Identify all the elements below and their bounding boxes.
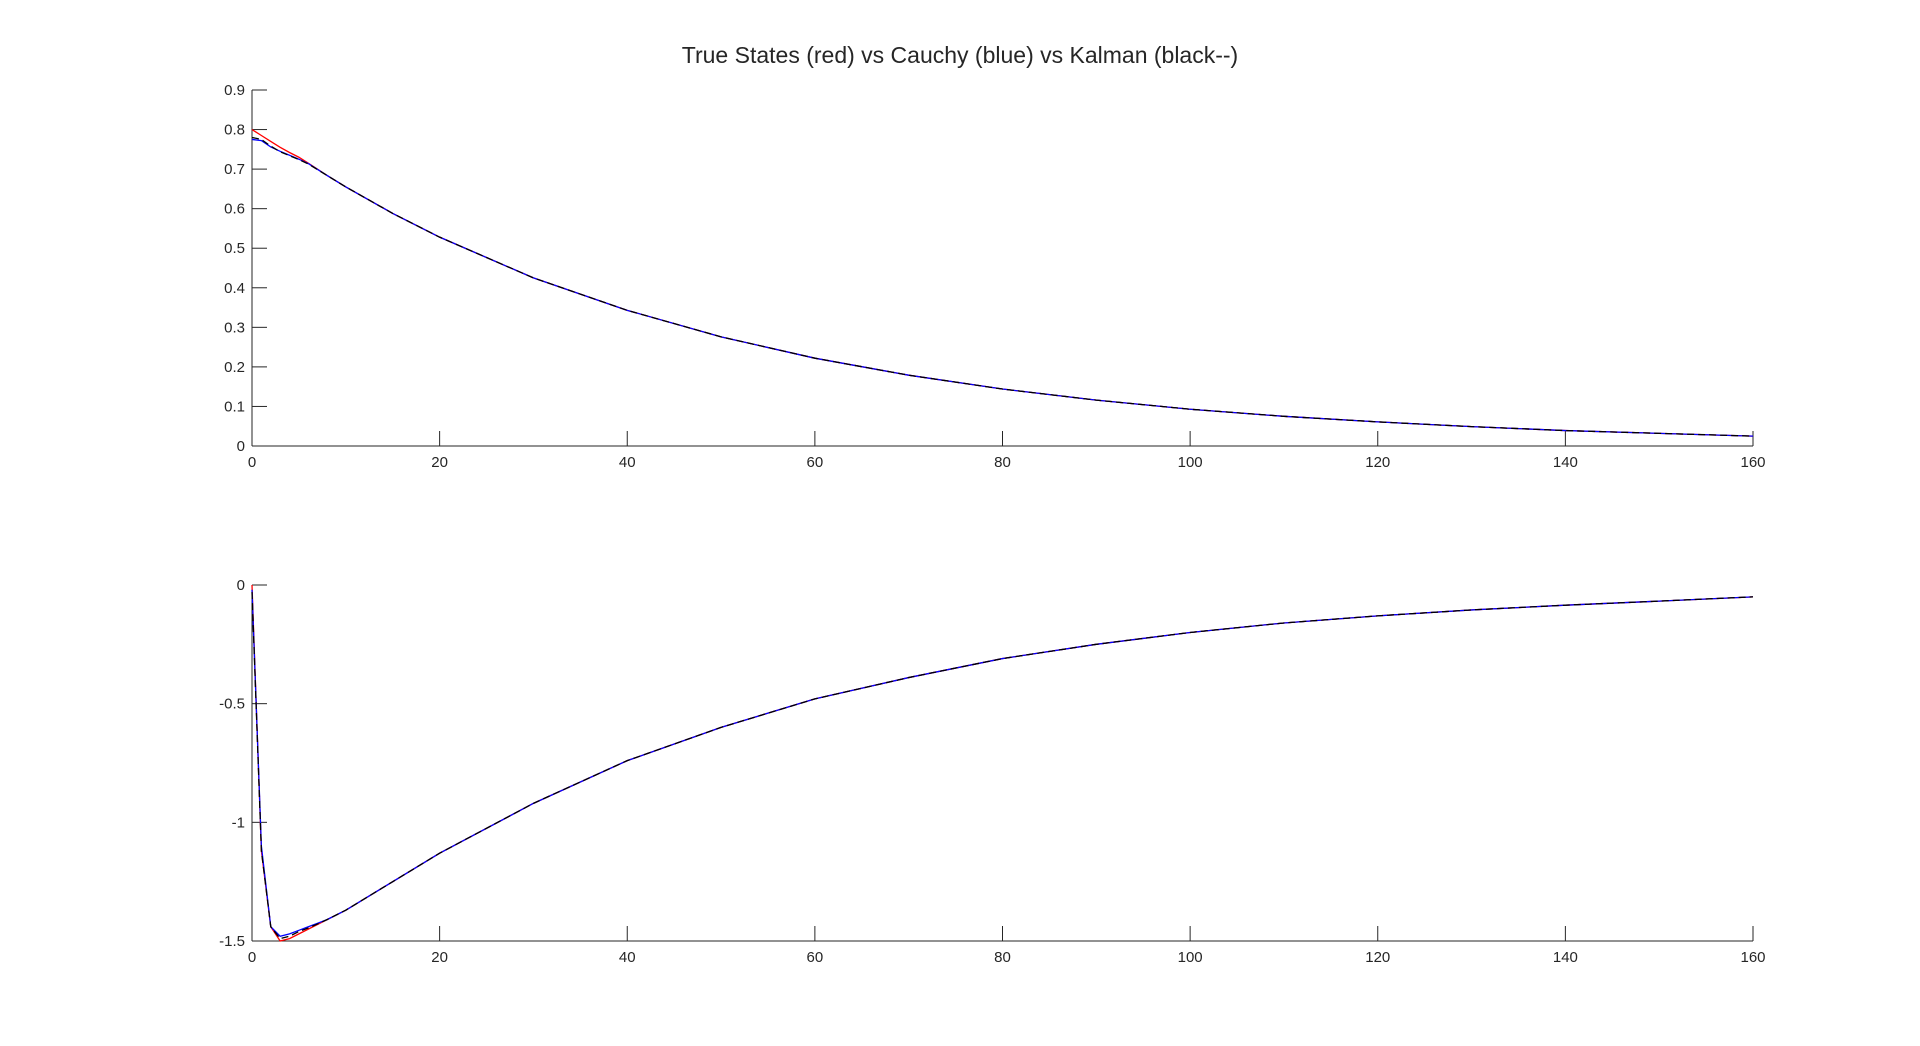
top-x-tick-label: 120 <box>1365 454 1390 471</box>
top-y-tick-label: 0.3 <box>224 319 245 336</box>
figure-title: True States (red) vs Cauchy (blue) vs Ka… <box>682 42 1238 68</box>
top-x-tick-label: 60 <box>807 454 824 471</box>
top-x-tick-label: 80 <box>994 454 1011 471</box>
bottom-axes: 0 20 40 60 80 100 120 140 160 -1.5 -1 -0.5 0 <box>219 577 1765 966</box>
top-axes: 0 20 40 60 80 100 120 140 160 0 0.1 0.2 0.3 0.4 0.5 0.6… <box>224 82 1765 471</box>
top-x-tick-label: 20 <box>431 454 448 471</box>
top-x-tick-label: 0 <box>248 454 256 471</box>
top-x-tick-label: 100 <box>1178 454 1203 471</box>
top-y-tick-label: 0.6 <box>224 201 245 218</box>
top-y-tick-label: 0.2 <box>224 359 245 376</box>
top-cauchy-line <box>251 138 1754 437</box>
top-y-tick-label: 0.7 <box>224 161 245 178</box>
bottom-x-tick-label: 40 <box>619 949 636 966</box>
bottom-y-tick-label: -1.5 <box>219 933 245 950</box>
bottom-x-tick-label: 120 <box>1365 949 1390 966</box>
top-y-tick-label: 0.9 <box>224 82 245 99</box>
top-y-tick-label: 0 <box>237 438 245 455</box>
bottom-x-tick-label: 20 <box>431 949 448 966</box>
top-y-tick-label: 0.1 <box>224 398 245 415</box>
top-y-tick-label: 0.8 <box>224 122 245 139</box>
bottom-x-tick-label: 100 <box>1178 949 1203 966</box>
bottom-x-tick-label: 160 <box>1740 949 1765 966</box>
top-x-tick-label: 160 <box>1740 454 1765 471</box>
bottom-x-tick-label: 0 <box>248 949 256 966</box>
bottom-y-tick-label: -0.5 <box>219 696 245 713</box>
bottom-x-tick-label: 80 <box>994 949 1011 966</box>
top-x-tick-label: 140 <box>1553 454 1578 471</box>
bottom-y-tick-label: -1 <box>232 814 245 831</box>
top-y-tick-label: 0.5 <box>224 240 245 257</box>
bottom-y-tick-label: 0 <box>237 577 245 594</box>
bottom-cauchy-line <box>251 589 1754 937</box>
bottom-x-tick-label: 140 <box>1553 949 1578 966</box>
bottom-x-tick-label: 60 <box>807 949 824 966</box>
top-x-tick-label: 40 <box>619 454 636 471</box>
top-y-tick-label: 0.4 <box>224 280 245 297</box>
